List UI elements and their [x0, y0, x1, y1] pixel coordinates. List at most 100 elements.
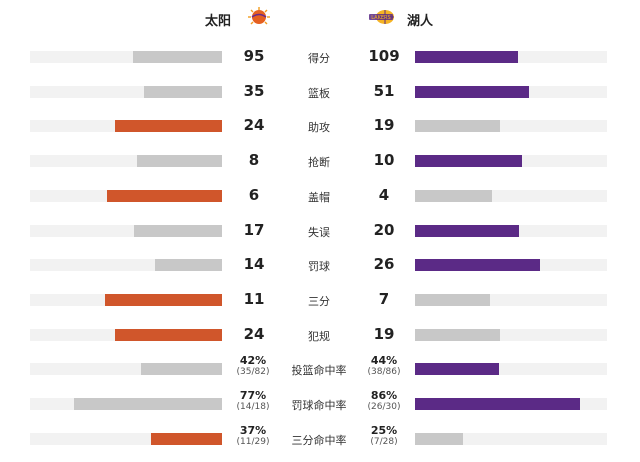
away-bar-track	[415, 85, 607, 98]
home-stat-value: 11	[243, 289, 265, 308]
away-pct-made-attempted: (7/28)	[370, 436, 398, 447]
away-stat-value: 19	[373, 324, 395, 343]
away-stat-value: 19	[373, 116, 395, 135]
home-bar-fill	[137, 155, 222, 168]
stat-row: 37% (11/29) 25% (7/28) 三分命中率	[0, 423, 640, 455]
home-bar-fill	[74, 398, 222, 410]
away-bar-fill	[415, 259, 540, 272]
home-bar-fill	[115, 328, 222, 341]
away-bar-track	[415, 51, 607, 63]
home-bar-track	[30, 293, 222, 306]
away-stat-value: 10	[373, 151, 395, 170]
stat-label: 罚球命中率	[291, 399, 347, 412]
stat-row: 14 26 罚球	[0, 249, 640, 281]
home-bar-fill	[144, 85, 222, 98]
home-bar-track	[30, 120, 222, 133]
away-pct-percent: 86%	[370, 389, 398, 402]
home-bar-track	[30, 224, 222, 237]
away-bar-fill	[415, 398, 580, 410]
stat-row: 24 19 助攻	[0, 110, 640, 142]
home-bar-fill	[134, 224, 222, 237]
home-bar-track	[30, 328, 222, 341]
away-stat-value: 4	[378, 185, 390, 204]
team-header: 太阳 LAKERS 湖人	[0, 0, 640, 36]
stat-label: 三分命中率	[291, 433, 347, 447]
stat-row: 35 51 篮板	[0, 76, 640, 108]
away-bar-fill	[415, 120, 500, 133]
home-bar-fill	[105, 293, 222, 306]
away-bar-fill	[415, 328, 500, 341]
stat-label: 得分	[308, 52, 330, 65]
home-bar-track	[30, 189, 222, 202]
stat-label: 投篮命中率	[291, 364, 347, 378]
home-bar-track	[30, 398, 222, 410]
home-bar-track	[30, 259, 222, 272]
away-bar-fill	[415, 224, 519, 237]
home-stat-value: 14	[243, 255, 265, 274]
home-pct-made-attempted: (11/29)	[236, 436, 270, 447]
away-bar-track	[415, 293, 607, 306]
stat-label: 抢断	[308, 156, 330, 170]
stat-row: 77% (14/18) 86% (26/30) 罚球命中率	[0, 388, 640, 420]
stat-row: 95 109 得分	[0, 41, 640, 73]
away-bar-fill	[415, 51, 518, 63]
suns-logo-icon[interactable]	[246, 6, 272, 28]
home-bar-track	[30, 432, 222, 445]
home-stat-value: 24	[243, 324, 265, 343]
away-pct-value: 44% (38/86)	[362, 354, 406, 378]
away-bar-fill	[415, 85, 529, 98]
stat-row: 17 20 失误	[0, 215, 640, 247]
home-bar-track	[30, 155, 222, 168]
svg-text:LAKERS: LAKERS	[371, 15, 390, 21]
home-pct-percent: 42%	[239, 354, 267, 368]
away-pct-value: 86% (26/30)	[362, 389, 406, 413]
home-bar-fill	[155, 259, 222, 272]
home-stat-value: 35	[243, 81, 265, 100]
away-pct-made-attempted: (38/86)	[367, 367, 401, 378]
away-team-name[interactable]: 湖人	[407, 14, 434, 29]
home-team-name[interactable]: 太阳	[205, 14, 232, 29]
home-bar-fill	[133, 51, 222, 63]
stat-label: 助攻	[308, 121, 330, 135]
away-stat-value: 26	[373, 255, 395, 274]
away-bar-track	[415, 120, 607, 133]
home-bar-fill	[115, 120, 222, 133]
away-bar-fill	[415, 432, 463, 445]
stat-row: 24 19 犯规	[0, 319, 640, 351]
home-stat-value: 95	[243, 47, 265, 65]
away-bar-fill	[415, 363, 499, 376]
away-bar-fill	[415, 155, 522, 168]
away-bar-track	[415, 189, 607, 202]
away-stat-value: 7	[378, 289, 390, 308]
away-bar-track	[415, 259, 607, 272]
away-pct-percent: 44%	[370, 354, 398, 368]
away-bar-track	[415, 155, 607, 168]
away-bar-track	[415, 328, 607, 341]
away-stat-value: 51	[373, 81, 395, 100]
away-pct-value: 25% (7/28)	[362, 424, 406, 448]
stat-row: 8 10 抢断	[0, 145, 640, 177]
stat-label: 三分	[308, 294, 330, 308]
home-bar-fill	[141, 363, 222, 376]
lakers-logo-icon[interactable]: LAKERS	[368, 6, 398, 28]
stat-label: 篮板	[308, 86, 330, 100]
away-pct-percent: 25%	[370, 423, 398, 437]
away-bar-track	[415, 224, 607, 237]
away-pct-made-attempted: (26/30)	[367, 402, 401, 412]
home-pct-percent: 77%	[239, 389, 267, 402]
stat-label: 罚球	[308, 260, 330, 274]
home-bar-fill	[151, 432, 222, 445]
stat-row: 11 7 三分	[0, 284, 640, 316]
away-bar-track	[415, 363, 607, 376]
home-pct-percent: 37%	[239, 423, 267, 437]
home-pct-value: 42% (35/82)	[226, 354, 280, 378]
stat-label: 犯规	[308, 329, 330, 343]
home-pct-value: 37% (11/29)	[226, 424, 280, 448]
away-stat-value: 20	[373, 220, 395, 239]
away-stat-value: 109	[368, 47, 400, 65]
stat-label: 盖帽	[308, 190, 330, 204]
stat-label: 失误	[308, 225, 330, 239]
home-bar-track	[30, 51, 222, 63]
home-pct-value: 77% (14/18)	[226, 389, 280, 413]
home-bar-track	[30, 363, 222, 376]
